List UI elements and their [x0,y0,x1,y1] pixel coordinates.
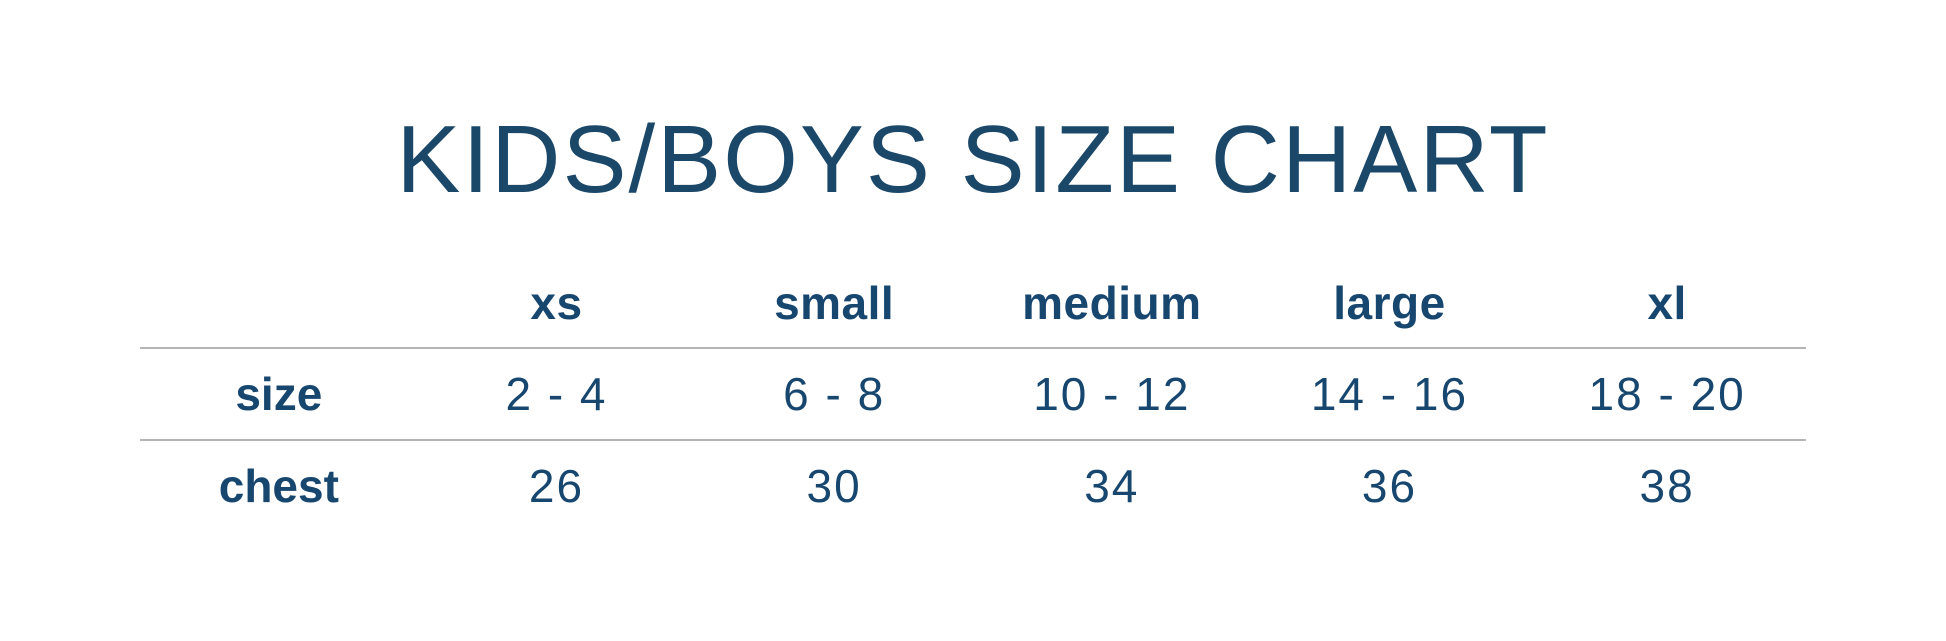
column-header-medium: medium [972,259,1251,349]
size-value-small: 6 - 8 [695,348,973,441]
table-row-chest: chest 26 30 34 36 38 [140,440,1806,531]
chest-value-xs: 26 [528,460,585,512]
column-header-large: large [1250,259,1529,349]
row-label-size: size [140,348,418,441]
corner-cell [140,259,418,349]
chest-value-medium: 34 [1084,460,1140,512]
chest-value-small: 30 [806,460,862,512]
chest-value-large: 36 [1361,460,1418,512]
table-header-row: xs small medium large xl [140,259,1806,349]
size-value-large: 14 - 16 [1250,348,1529,441]
size-value-xl: 18 - 20 [1528,348,1806,441]
page-title: KIDS/BOYS SIZE CHART [396,106,1550,213]
chest-value-xl: 38 [1639,460,1695,512]
size-value-medium: 10 - 12 [972,348,1251,441]
column-header-xs: xs [417,259,696,349]
size-chart-table: xs small medium large xl size 2 - 4 6 - … [140,259,1806,531]
table-row-size: size 2 - 4 6 - 8 10 - 12 14 - 16 18 - 20 [140,348,1806,441]
size-value-xs: 2 - 4 [417,348,696,441]
row-label-chest: chest [218,460,339,512]
column-header-small: small [695,259,973,349]
column-header-xl: xl [1528,259,1806,349]
